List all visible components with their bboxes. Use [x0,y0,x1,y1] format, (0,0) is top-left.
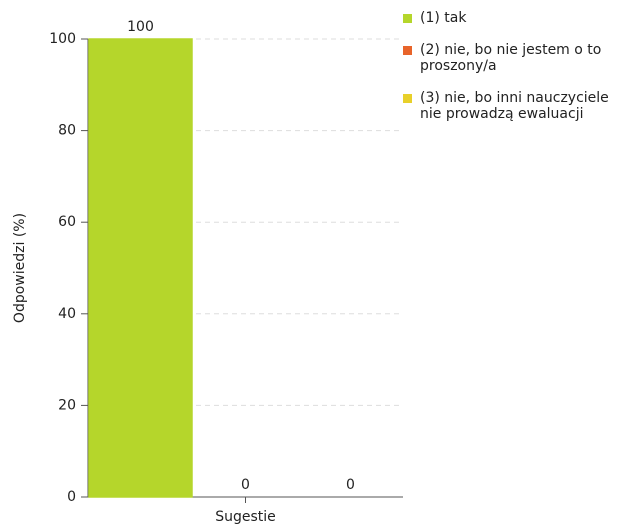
value-label: 0 [346,477,355,493]
legend-label: (3) nie, bo inni nauczyciele nie prowadz… [420,90,609,122]
legend: (1) tak (2) nie, bo nie jestem o to prosz… [400,10,616,138]
y-tick-label: 40 [58,306,76,322]
legend-item: (1) tak [400,10,616,26]
bar [88,38,193,498]
legend-label: (2) nie, bo nie jestem o to proszony/a [420,42,602,74]
legend-swatch [403,46,412,55]
value-label: 0 [241,477,250,493]
y-tick-label: 60 [58,214,76,230]
y-tick-label: 80 [58,123,76,139]
y-axis-title: Odpowiedzi (%) [12,213,28,323]
legend-label: (1) tak [420,10,467,26]
legend-swatch [403,14,412,23]
x-tick-label: Sugestie [215,509,276,525]
y-tick-label: 0 [67,489,76,505]
value-label: 100 [127,19,154,35]
y-tick-label: 20 [58,397,76,413]
legend-item: (3) nie, bo inni nauczyciele nie prowadz… [400,90,616,122]
y-tick-label: 100 [49,31,76,47]
legend-swatch [403,94,412,103]
legend-item: (2) nie, bo nie jestem o to proszony/a [400,42,616,74]
